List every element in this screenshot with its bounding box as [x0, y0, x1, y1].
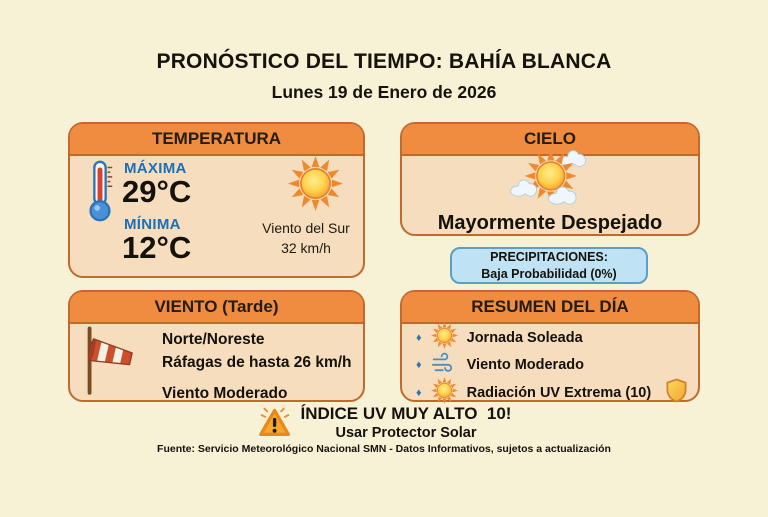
summary-item-label: Jornada Soleada [466, 330, 583, 346]
temperature-card-header: TEMPERATURA [70, 124, 363, 156]
uv-alert-title: ÍNDICE UV MUY ALTO 10! [300, 404, 512, 423]
bullet-diamond-icon: ♦ [416, 358, 422, 371]
wind-speed-text: 32 km/h [281, 240, 331, 257]
summary-item-label: Radiación UV Extrema (10) [466, 385, 652, 401]
summary-item-sunny: ♦ Jornada Soleada [416, 321, 688, 354]
wind-card: VIENTO (Tarde) Norte/Noreste [68, 290, 365, 402]
page-title: PRONÓSTICO DEL TIEMPO: BAHÍA BLANCA [156, 50, 612, 73]
summary-item-uv: ♦ Radiación UV Extrema (10) [416, 376, 688, 408]
min-temp-label: MÍNIMA [124, 216, 181, 233]
wind-direction: Norte/Noreste [162, 331, 265, 348]
min-temp-value: 12°C [122, 230, 192, 265]
sky-card: CIELO Mayormente Despejado [400, 122, 700, 236]
sun-icon [287, 155, 344, 216]
bullet-diamond-icon: ♦ [416, 331, 422, 344]
temperature-wind-note: Viento del Sur 32 km/h [248, 218, 364, 259]
uv-alert: ÍNDICE UV MUY ALTO 10! Usar Protector So… [0, 404, 768, 444]
uv-alert-subtitle: Usar Protector Solar [335, 425, 477, 441]
source-attribution: Fuente: Servicio Meteorológico Nacional … [157, 443, 611, 455]
summary-item-wind: ♦ Viento Moderado [416, 352, 688, 378]
summary-card: RESUMEN DEL DÍA ♦ Jornada Soleada ♦ [400, 290, 700, 405]
precipitation-value: Baja Probabilidad (0%) [481, 266, 617, 281]
bullet-diamond-icon: ♦ [416, 386, 422, 399]
shield-icon [665, 378, 688, 408]
wind-card-header: VIENTO (Tarde) [70, 292, 363, 324]
precipitation-box: PRECIPITACIONES: Baja Probabilidad (0%) [450, 247, 648, 284]
precipitation-label: PRECIPITACIONES: [490, 249, 608, 264]
wind-gusts: Ráfagas de hasta 26 km/h [162, 354, 352, 371]
thermometer-icon [84, 158, 116, 229]
max-temp-label: MÁXIMA [124, 160, 187, 177]
wind-direction-text: Viento del Sur [262, 220, 350, 236]
windsock-icon [80, 324, 148, 404]
max-temp-value: 29°C [122, 174, 192, 209]
warning-triangle-icon [257, 404, 294, 444]
wind-intensity: Viento Moderado [162, 385, 288, 402]
temperature-card: TEMPERATURA MÁXIMA 2 [68, 122, 365, 278]
uv-alert-texts: ÍNDICE UV MUY ALTO 10! Usar Protector So… [301, 404, 512, 441]
page-date: Lunes 19 de Enero de 2026 [271, 82, 497, 102]
summary-item-label: Viento Moderado [466, 357, 584, 373]
summary-card-header: RESUMEN DEL DÍA [402, 292, 698, 324]
sun-clouds-icon [510, 149, 596, 221]
sun-icon [430, 321, 459, 354]
sky-condition: Mayormente Despejado [437, 212, 663, 234]
wind-icon [431, 351, 458, 380]
